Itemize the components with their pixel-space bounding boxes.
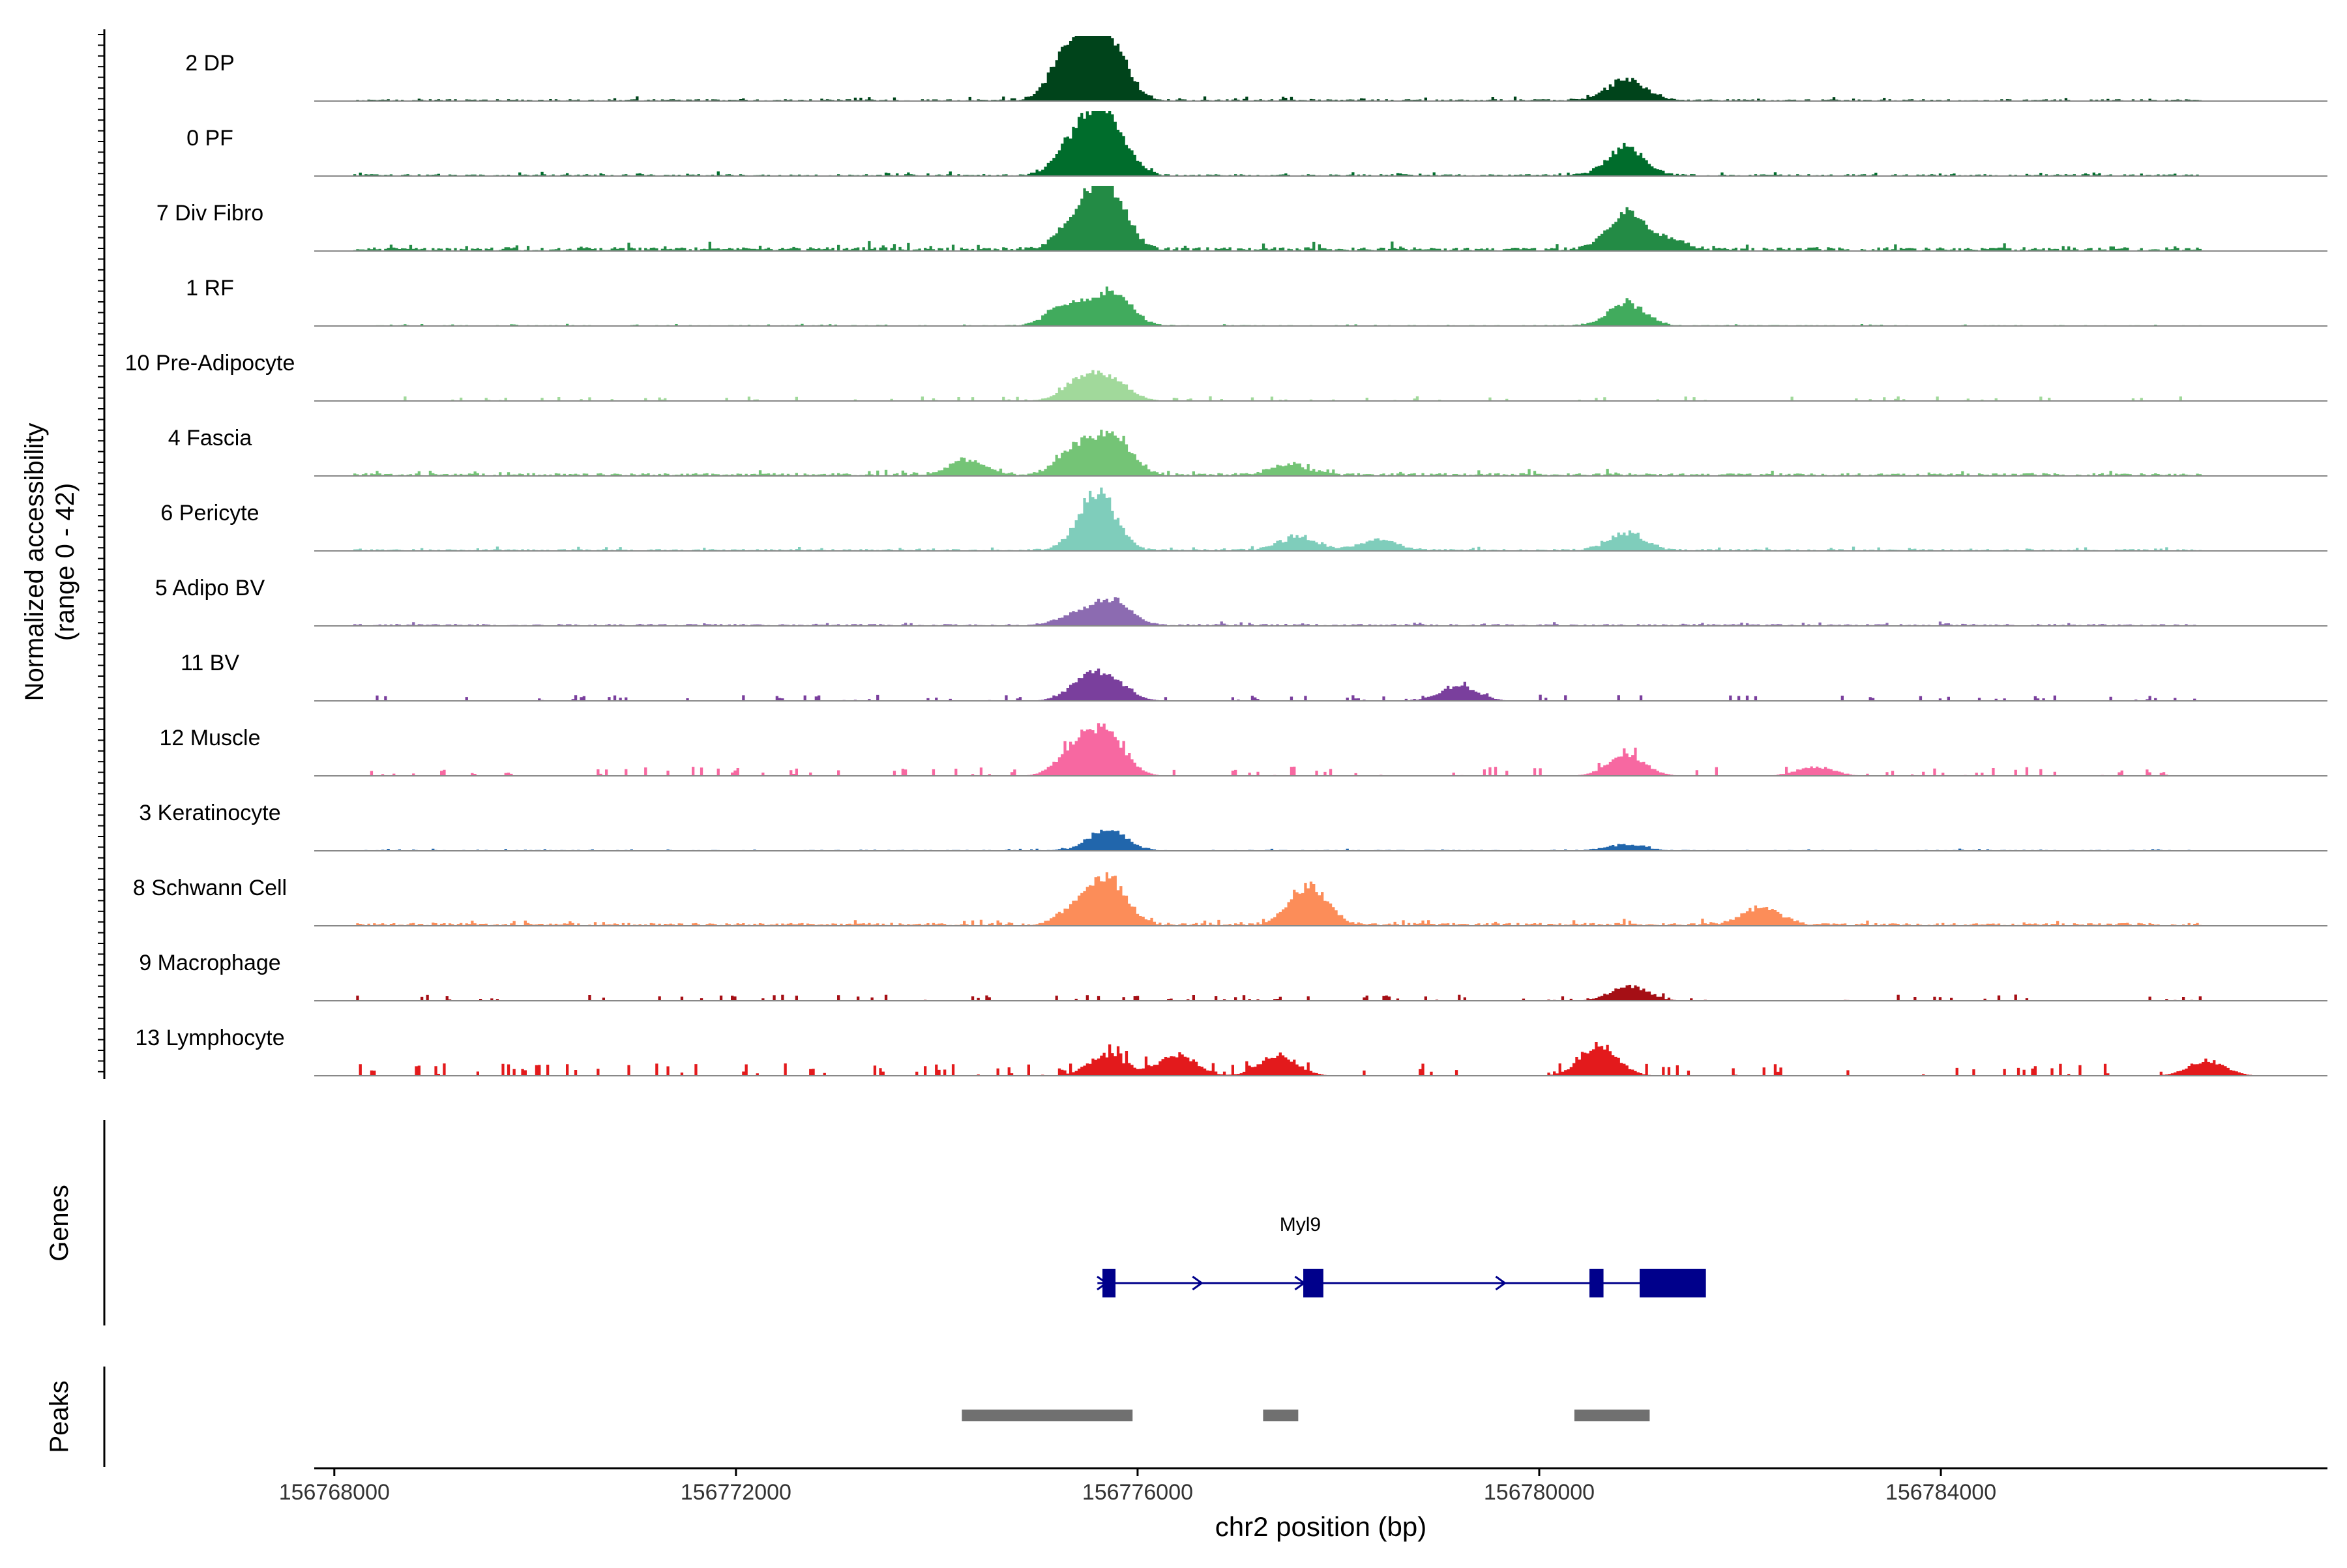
x-tick-label: 156784000	[1885, 1480, 1996, 1505]
coverage-area	[314, 487, 2327, 551]
coverage-area	[314, 723, 2327, 776]
peak-regions	[962, 1410, 1650, 1421]
track-label: 4 Fascia	[168, 426, 252, 451]
track-7-div-fibro: 7 Div Fibro	[156, 186, 2327, 252]
track-9-macrophage: 9 Macrophage	[139, 951, 2327, 1001]
track-11-bv: 11 BV	[181, 651, 2327, 702]
track-6-pericyte: 6 Pericyte	[160, 487, 2327, 552]
gene-exon	[1639, 1269, 1706, 1297]
strand-arrow	[1495, 1275, 1507, 1291]
coverage-area	[314, 872, 2327, 926]
track-label: 3 Keratinocyte	[139, 801, 280, 825]
peak-region	[962, 1410, 1133, 1421]
track-5-adipo-bv: 5 Adipo BV	[155, 576, 2327, 627]
track-label: 8 Schwann Cell	[133, 876, 287, 900]
coverage-area	[314, 111, 2327, 176]
coverage-area	[314, 36, 2327, 101]
genes-panel: Genes Myl9	[45, 1120, 1706, 1325]
gene-name-label: Myl9	[1280, 1214, 1321, 1235]
gene-exon	[1303, 1269, 1323, 1297]
track-label: 5 Adipo BV	[155, 576, 265, 600]
gene-model: Myl9	[1097, 1214, 1706, 1297]
peak-region	[1263, 1410, 1299, 1421]
y-axis-range-label: (range 0 - 42)	[51, 483, 80, 641]
x-tick-label: 156776000	[1082, 1480, 1193, 1505]
track-3-keratinocyte: 3 Keratinocyte	[139, 801, 2327, 851]
coverage-area	[314, 286, 2327, 326]
gene-exon	[1589, 1269, 1604, 1297]
coverage-area	[314, 1042, 2327, 1076]
coverage-area	[314, 984, 2327, 1001]
x-axis-label: chr2 position (bp)	[1215, 1511, 1427, 1542]
track-0-pf: 0 PF	[186, 111, 2327, 177]
coverage-tracks: 2 DP 0 PF 7 Div Fibro 1 RF 10 Pre-Adipocyte 4…	[125, 36, 2327, 1076]
peaks-panel-label: Peaks	[45, 1380, 74, 1453]
x-tick-label: 156768000	[279, 1480, 390, 1505]
track-label: 2 DP	[185, 51, 235, 76]
coverage-area	[314, 186, 2327, 251]
track-label: 13 Lymphocyte	[135, 1026, 284, 1050]
track-label: 7 Div Fibro	[156, 201, 263, 226]
coverage-area	[314, 829, 2327, 851]
genes-panel-label: Genes	[45, 1185, 74, 1262]
track-label: 6 Pericyte	[160, 501, 259, 525]
gene-exon	[1102, 1269, 1116, 1297]
y-axis	[98, 29, 106, 1079]
track-2-dp: 2 DP	[185, 36, 2327, 102]
peak-region	[1574, 1410, 1650, 1421]
track-label: 12 Muscle	[160, 726, 261, 750]
coverage-area	[314, 430, 2327, 476]
x-tick-label: 156780000	[1484, 1480, 1595, 1505]
track-10-pre-adipocyte: 10 Pre-Adipocyte	[125, 351, 2327, 402]
x-axis: 156768000 156772000 156776000 156780000 1567…	[279, 1467, 2327, 1505]
strand-arrow	[1192, 1275, 1203, 1291]
coverage-area	[314, 370, 2327, 401]
track-12-muscle: 12 Muscle	[160, 723, 2327, 777]
track-label: 0 PF	[186, 126, 233, 151]
track-label: 10 Pre-Adipocyte	[125, 351, 295, 376]
track-13-lymphocyte: 13 Lymphocyte	[135, 1026, 2327, 1076]
track-label: 9 Macrophage	[139, 951, 280, 975]
track-label: 11 BV	[181, 651, 239, 675]
x-tick-label: 156772000	[681, 1480, 791, 1505]
peaks-panel: Peaks	[45, 1367, 1650, 1467]
track-label: 1 RF	[186, 276, 234, 301]
coverage-area	[314, 668, 2327, 701]
track-8-schwann-cell: 8 Schwann Cell	[133, 872, 2327, 926]
y-axis-label: Normalized accessibility	[20, 423, 49, 702]
coverage-area	[314, 597, 2327, 626]
track-1-rf: 1 RF	[186, 276, 2327, 327]
track-4-fascia: 4 Fascia	[168, 426, 2327, 477]
